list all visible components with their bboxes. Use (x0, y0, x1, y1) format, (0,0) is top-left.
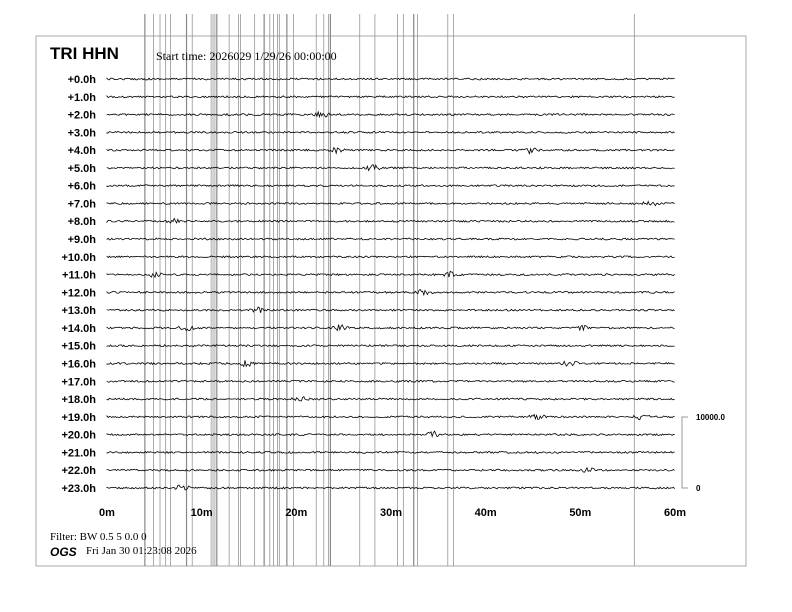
amplitude-scale-bar (681, 416, 688, 489)
trace-row (106, 130, 675, 134)
row-label: +8.0h (68, 216, 97, 228)
x-tick-label: 10m (191, 507, 213, 519)
trace-row (106, 466, 675, 473)
station-title: TRI HHN (50, 44, 119, 63)
amplitude-min-label: 0 (696, 484, 701, 493)
x-tick-label: 60m (664, 507, 686, 519)
trace-row (106, 306, 675, 313)
row-label: +1.0h (68, 92, 97, 104)
filter-info: Filter: BW 0.5 5 0.0 0 (50, 531, 147, 543)
row-label: +13.0h (61, 305, 96, 317)
row-label: +0.0h (68, 74, 97, 86)
row-label: +20.0h (61, 430, 96, 442)
trace-row (106, 484, 675, 491)
org-logo: OGS (50, 545, 77, 559)
plot-frame (35, 35, 747, 567)
trace-row (106, 94, 675, 99)
row-label: +14.0h (61, 323, 96, 335)
x-tick-label: 0m (99, 507, 115, 519)
row-label: +15.0h (61, 341, 96, 353)
trace-row (106, 324, 675, 332)
row-label: +9.0h (68, 234, 97, 246)
generated-time: Fri Jan 30 01:23:08 2026 (86, 545, 197, 557)
row-label: +16.0h (61, 358, 96, 370)
trace-row (106, 430, 675, 438)
trace-row (106, 450, 675, 454)
row-label: +17.0h (61, 376, 96, 388)
row-label: +19.0h (61, 412, 96, 424)
row-label: +23.0h (61, 483, 96, 495)
trace-row (106, 270, 675, 279)
start-time: Start time: 2026029 1/29/26 00:00:00 (156, 49, 337, 63)
row-label: +18.0h (61, 394, 96, 406)
row-label: +22.0h (61, 465, 96, 477)
x-tick-label: 30m (380, 507, 402, 519)
row-label: +4.0h (68, 145, 97, 157)
trace-row (106, 184, 675, 188)
row-label: +7.0h (68, 198, 97, 210)
trace-row (106, 110, 675, 119)
x-tick-label: 50m (569, 507, 591, 519)
trace-row (106, 237, 675, 241)
row-label: +6.0h (68, 181, 97, 193)
trace-row (106, 379, 675, 383)
trace-row (106, 288, 675, 297)
trace-row (106, 200, 675, 207)
x-tick-label: 40m (475, 507, 497, 519)
trace-row (106, 255, 675, 259)
row-label: +21.0h (61, 447, 96, 459)
row-label: +3.0h (68, 127, 97, 139)
trace-row (106, 395, 675, 402)
trace-row (106, 360, 675, 368)
row-label: +2.0h (68, 110, 97, 122)
trace-row (106, 344, 675, 348)
trace-row (106, 77, 675, 81)
trace-row (106, 217, 675, 224)
trace-row (106, 146, 675, 155)
x-tick-label: 20m (285, 507, 307, 519)
row-label: +10.0h (61, 252, 96, 264)
trace-row (106, 413, 675, 421)
amplitude-max-label: 10000.0 (696, 413, 725, 422)
trace-row (106, 164, 675, 172)
row-label: +11.0h (62, 270, 96, 282)
row-label: +12.0h (61, 287, 96, 299)
row-label: +5.0h (68, 163, 97, 175)
